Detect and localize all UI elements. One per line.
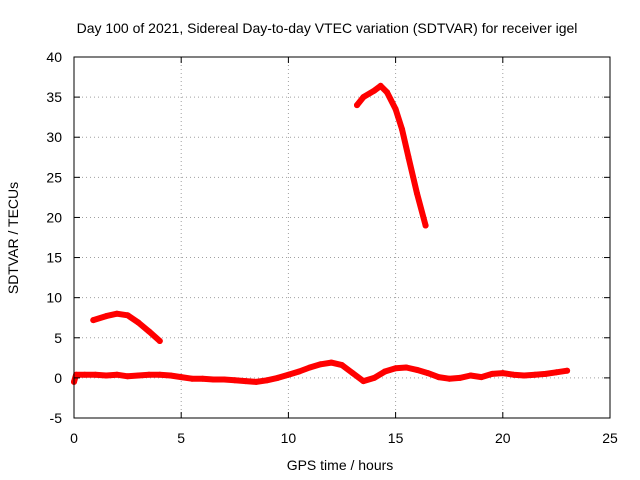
data-point — [167, 372, 174, 379]
data-point — [296, 368, 303, 375]
data-point — [242, 378, 249, 385]
data-point — [328, 359, 335, 366]
data-point — [489, 370, 496, 377]
data-point — [499, 370, 506, 377]
x-axis-label: GPS time / hours — [287, 457, 394, 473]
chart-title: Day 100 of 2021, Sidereal Day-to-day VTE… — [77, 20, 578, 36]
y-tick-label: 15 — [46, 250, 62, 266]
data-point — [92, 371, 99, 378]
data-point — [467, 372, 474, 379]
data-point — [317, 361, 324, 368]
data-point — [510, 371, 517, 378]
axis-ticks: 0 5 10 15 20 25 -5 0 5 10 15 20 25 30 35 40 — [46, 49, 618, 446]
data-point — [405, 154, 412, 161]
data-point — [146, 371, 152, 378]
data-point — [371, 87, 378, 94]
data-point — [253, 378, 260, 385]
data-point — [231, 377, 238, 384]
data-point — [414, 190, 420, 197]
y-tick-label: 5 — [54, 330, 62, 346]
x-tick-label: 0 — [70, 430, 78, 446]
data-point — [73, 371, 80, 378]
y-tick-label: 20 — [46, 209, 62, 225]
data-point — [354, 102, 360, 109]
y-tick-label: 0 — [54, 370, 62, 386]
series-line-segment-3 — [354, 82, 429, 229]
data-point — [285, 371, 292, 378]
x-tick-label: 5 — [177, 430, 185, 446]
data-point — [553, 369, 560, 376]
y-tick-label: 10 — [46, 290, 62, 306]
y-axis-label: SDTVAR / TECUs — [5, 182, 21, 294]
data-point — [306, 364, 313, 371]
data-point — [392, 106, 399, 113]
data-point — [210, 376, 217, 383]
data-point — [135, 319, 142, 326]
data-point — [178, 374, 185, 381]
plot-frame — [73, 56, 611, 419]
data-point — [532, 371, 538, 378]
data-point — [264, 377, 270, 384]
data-point — [90, 317, 97, 324]
y-tick-label: 35 — [46, 89, 62, 105]
data-point — [124, 373, 131, 380]
y-tick-label: 30 — [46, 129, 62, 145]
data-point — [478, 374, 485, 381]
data-point — [422, 222, 429, 229]
data-point — [384, 89, 390, 96]
data-point — [135, 372, 142, 379]
data-point — [360, 94, 367, 101]
data-point — [399, 126, 405, 133]
y-tick-label: -5 — [50, 410, 63, 426]
data-point — [103, 313, 110, 320]
y-tick-label: 40 — [46, 49, 62, 65]
data-point — [188, 375, 195, 382]
data-point — [521, 372, 528, 379]
data-point — [446, 375, 453, 382]
data-point — [124, 312, 131, 319]
data-point — [424, 370, 431, 377]
data-point — [564, 367, 571, 374]
x-tick-label: 20 — [495, 430, 511, 446]
data-point — [435, 374, 442, 381]
data-point — [403, 364, 410, 371]
data-point — [113, 371, 120, 378]
data-point — [221, 376, 228, 383]
data-point — [360, 378, 367, 385]
y-tick-label: 25 — [46, 169, 62, 185]
data-point — [371, 374, 378, 381]
data-point — [113, 310, 120, 317]
x-tick-label: 15 — [388, 430, 404, 446]
data-point — [156, 338, 163, 344]
data-point — [349, 370, 356, 377]
data-point — [81, 371, 88, 378]
data-point — [199, 375, 206, 382]
data-point — [392, 365, 399, 372]
x-tick-label: 25 — [602, 430, 618, 446]
data-point — [381, 368, 388, 375]
data-point — [377, 82, 384, 89]
data-point — [146, 328, 152, 335]
data-point — [103, 372, 110, 379]
data-point — [542, 370, 549, 377]
data-series — [71, 82, 571, 385]
x-tick-label: 10 — [281, 430, 297, 446]
data-point — [339, 362, 345, 369]
data-point — [414, 366, 420, 373]
data-point — [156, 371, 163, 378]
data-point — [456, 374, 463, 381]
data-point — [274, 374, 281, 381]
